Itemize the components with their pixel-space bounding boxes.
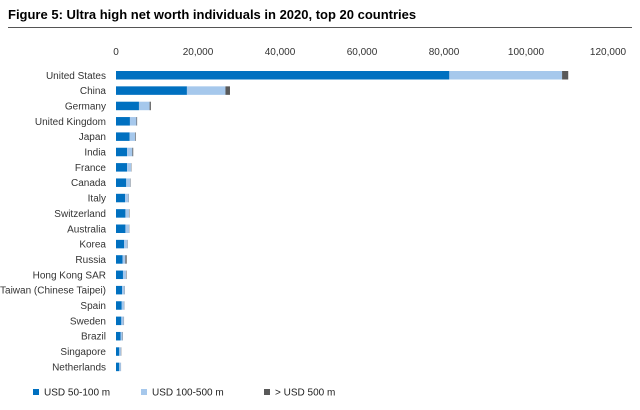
bar-segment-series-2 xyxy=(122,255,126,264)
bar-segment-series-1 xyxy=(116,255,123,264)
x-tick-label: 80,000 xyxy=(429,47,460,58)
bar-segment-series-1 xyxy=(116,224,126,233)
category-label: France xyxy=(75,163,107,174)
category-label: Hong Kong SAR xyxy=(33,270,106,281)
legend-swatch xyxy=(141,389,147,395)
title-rule xyxy=(8,27,632,28)
bar-segment-series-1 xyxy=(116,101,139,111)
category-label: India xyxy=(84,148,106,159)
bar-segment-series-1 xyxy=(116,239,125,249)
bar-segment-series-2 xyxy=(125,193,129,203)
bar-segment-series-2 xyxy=(125,209,130,218)
bar-segment-series-1 xyxy=(116,147,128,157)
bar-segment-series-1 xyxy=(116,71,450,80)
x-tick-label: 40,000 xyxy=(265,47,296,58)
bar-segment-series-1 xyxy=(116,178,127,187)
legend-label: USD 100-500 m xyxy=(152,388,224,399)
legend-swatch xyxy=(264,389,270,395)
bar-segment-series-1 xyxy=(116,193,126,203)
bar-segment-series-2 xyxy=(121,301,125,310)
category-label: Italy xyxy=(88,194,106,205)
bar-segment-series-2 xyxy=(125,224,130,233)
bar-segment-series-3 xyxy=(125,255,127,264)
bar-segment-series-3 xyxy=(225,86,230,95)
category-label: Sweden xyxy=(70,316,106,327)
category-label: Spain xyxy=(80,301,106,312)
bar-segment-series-2 xyxy=(122,285,125,295)
bar-segment-series-1 xyxy=(116,209,126,218)
bar-segment-series-3 xyxy=(135,132,136,141)
category-label: Australia xyxy=(67,224,106,235)
bar-segment-series-2 xyxy=(129,117,137,126)
category-label: Switzerland xyxy=(54,209,106,220)
category-label: Russia xyxy=(75,255,106,266)
bar-segment-series-2 xyxy=(119,347,121,356)
bar-segment-series-2 xyxy=(127,147,133,157)
category-label: Taiwan (Chinese Taipei) xyxy=(0,286,106,297)
bar-segment-series-3 xyxy=(136,117,138,126)
bar-segment-series-1 xyxy=(116,86,187,95)
bar-segment-series-2 xyxy=(119,362,121,372)
x-tick-label: 0 xyxy=(113,47,119,58)
category-label: Netherlands xyxy=(52,362,106,373)
category-label: United States xyxy=(46,71,106,82)
bar-segment-series-1 xyxy=(116,347,120,356)
bar-segment-series-2 xyxy=(138,101,150,111)
bar-segment-series-2 xyxy=(121,316,124,326)
legend-label: > USD 500 m xyxy=(275,388,335,399)
bar-segment-series-3 xyxy=(132,147,134,157)
x-tick-label: 60,000 xyxy=(347,47,378,58)
bar-segment-series-3 xyxy=(149,101,151,111)
legend-label: USD 50-100 m xyxy=(44,388,110,399)
bar-segment-series-1 xyxy=(116,117,130,126)
bar-segment-series-2 xyxy=(120,331,123,341)
bar-segment-series-1 xyxy=(116,132,130,141)
bar-segment-series-2 xyxy=(127,163,132,172)
legend-swatch xyxy=(33,389,39,395)
category-label: Singapore xyxy=(60,347,106,358)
bar-segment-series-1 xyxy=(116,285,123,295)
bar-segment-series-1 xyxy=(116,362,120,372)
category-label: Canada xyxy=(71,178,106,189)
category-label: Germany xyxy=(65,101,106,112)
category-label: Japan xyxy=(79,132,106,143)
category-label: United Kingdom xyxy=(35,117,106,128)
bar-segment-series-1 xyxy=(116,331,121,341)
bar-segment-series-1 xyxy=(116,316,122,326)
x-tick-label: 120,000 xyxy=(590,47,627,58)
bar-segment-series-2 xyxy=(186,86,226,95)
x-tick-label: 100,000 xyxy=(508,47,545,58)
category-label: Brazil xyxy=(81,332,106,343)
x-tick-label: 20,000 xyxy=(183,47,214,58)
bar-segment-series-1 xyxy=(116,301,122,310)
bar-segment-series-2 xyxy=(122,270,127,280)
bar-segment-series-2 xyxy=(449,71,563,80)
bar-segment-series-2 xyxy=(126,178,131,187)
chart-title: Figure 5: Ultra high net worth individua… xyxy=(8,7,417,22)
bar-segment-series-1 xyxy=(116,270,123,280)
category-label: Korea xyxy=(79,240,106,251)
bar-segment-series-3 xyxy=(562,71,569,80)
bar-segment-series-2 xyxy=(129,132,136,141)
category-label: China xyxy=(80,86,107,97)
bar-segment-series-2 xyxy=(124,239,128,249)
bar-segment-series-1 xyxy=(116,163,128,172)
